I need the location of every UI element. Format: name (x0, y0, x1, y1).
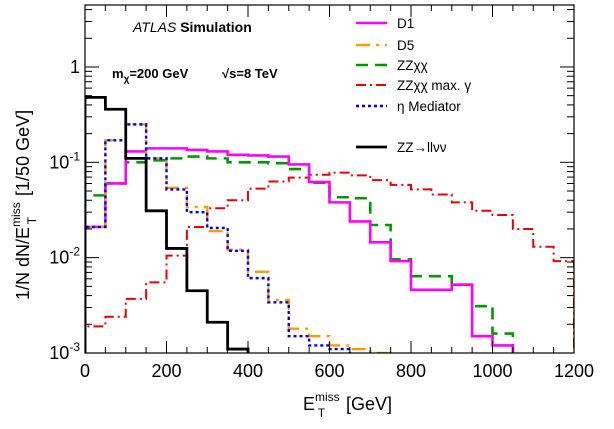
legend-entry: D5 (356, 38, 414, 53)
y-tick-label: 10-3 (49, 340, 80, 363)
x-tick-label: 1200 (554, 361, 594, 381)
y-tick-label: 10-2 (49, 245, 80, 268)
x-tick-label: 800 (396, 361, 426, 381)
atlas-label: ATLAS Simulation (132, 19, 252, 35)
x-tick-label: 200 (151, 361, 181, 381)
legend: D1 D5 ZZχχ ZZχχ max. γ η Mediator ZZ→llνν (356, 16, 471, 155)
legend-label: ZZχχ max. γ (397, 78, 471, 93)
series-zz-ll (85, 95, 250, 353)
x-tick-label: 600 (314, 361, 344, 381)
legend-label: ZZ→llνν (397, 140, 447, 155)
legend-entry: η Mediator (356, 99, 461, 114)
y-axis-title: 1/N dN/Emiss T [1/50 GeV] (9, 110, 39, 300)
axis-layer: 0 200 400 600 800 1000 1200 1 10-1 10-2 10-3 Emiss T… (9, 4, 594, 420)
y-tick-label: 1 (70, 57, 80, 77)
legend-label: D1 (397, 16, 414, 31)
x-axis-title: Emiss T [GeV] (303, 390, 392, 420)
mass-label: mχ=200 GeV (112, 66, 189, 85)
legend-entry: ZZχχ (356, 58, 428, 73)
series-layer (85, 95, 574, 353)
legend-entry: D1 (356, 16, 414, 31)
y-tick-label: 10-1 (49, 149, 80, 172)
legend-label: ZZχχ (397, 58, 428, 73)
series-zz-max (85, 171, 574, 353)
legend-label: η Mediator (397, 99, 461, 114)
x-tick-label: 1000 (472, 361, 512, 381)
legend-entry: ZZχχ max. γ (356, 78, 471, 93)
series-d5 (85, 123, 392, 353)
legend-label: D5 (397, 38, 414, 53)
annotations: ATLAS Simulation mχ=200 GeV √s=8 TeV (112, 19, 278, 85)
energy-label: √s=8 TeV (222, 66, 278, 81)
x-tick-label: 0 (80, 361, 90, 381)
x-tick-label: 400 (233, 361, 263, 381)
legend-entry: ZZ→llνν (356, 140, 447, 155)
